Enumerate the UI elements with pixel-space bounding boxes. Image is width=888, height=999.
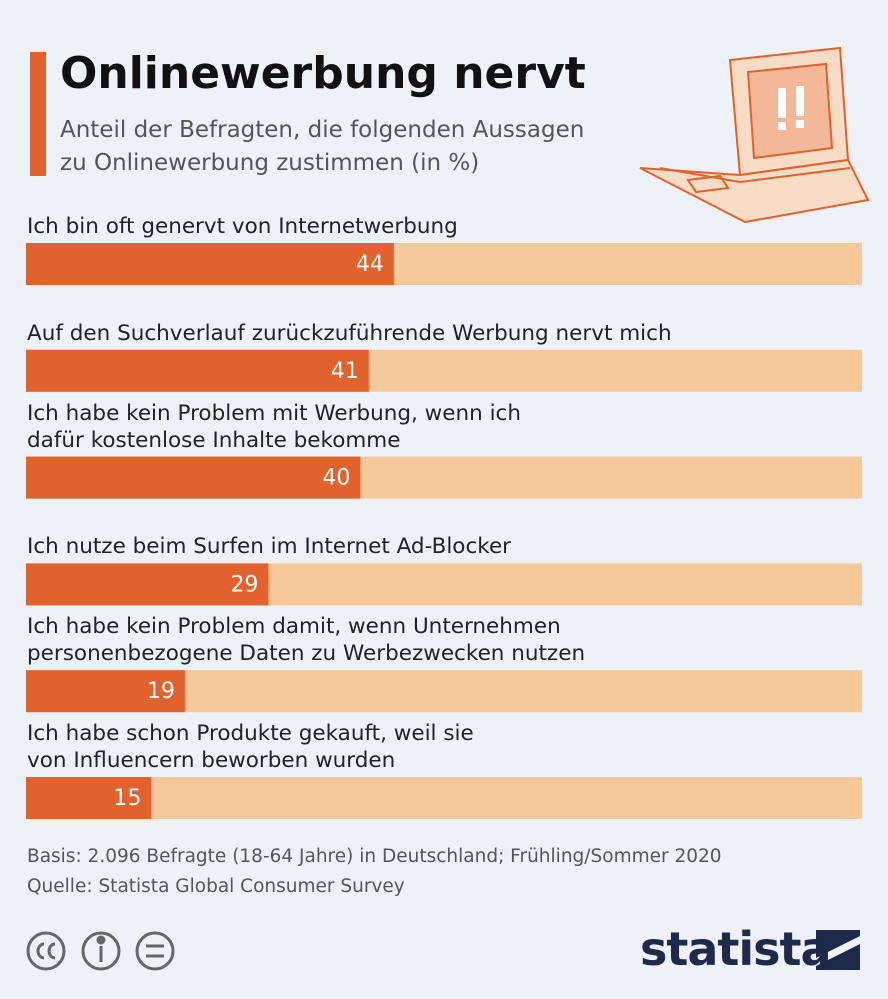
bar <box>26 243 394 285</box>
value-label: 40 <box>322 466 350 491</box>
footnote: Basis: 2.096 Befragte (18-64 Jahre) in D… <box>27 846 722 867</box>
value-label: 29 <box>230 572 258 597</box>
value-label: 19 <box>147 679 175 704</box>
bar <box>26 563 269 606</box>
category-label: Ich habe kein Problem mit Werbung, wenn … <box>27 400 521 453</box>
bar <box>26 349 369 392</box>
value-label: 44 <box>356 252 384 277</box>
category-label: Ich habe schon Produkte gekauft, weil si… <box>27 721 474 773</box>
bar <box>26 777 152 819</box>
category-label: Ich habe kein Problem damit, wenn Untern… <box>27 614 586 667</box>
chart-title: Onlinewerbung nervt <box>60 48 586 99</box>
laptop-icon <box>639 46 870 224</box>
bar <box>26 456 361 499</box>
logo: statista <box>640 922 832 976</box>
value-label: 15 <box>113 786 141 811</box>
bar-track <box>26 777 862 819</box>
license-icons <box>26 931 175 971</box>
value-label: 41 <box>331 359 359 384</box>
bar <box>26 670 185 713</box>
category-label: Ich bin oft genervt von Internetwerbung <box>27 214 458 239</box>
category-label: Ich nutze beim Surfen im Internet Ad-Blo… <box>27 534 512 560</box>
accent-bar <box>30 52 46 176</box>
logo-icon <box>816 930 860 970</box>
category-label: Auf den Suchverlauf zurückzuführende Wer… <box>27 320 672 346</box>
chart-subtitle: Anteil der Befragten, die folgenden Auss… <box>60 117 585 176</box>
footnote: Quelle: Statista Global Consumer Survey <box>27 876 405 897</box>
